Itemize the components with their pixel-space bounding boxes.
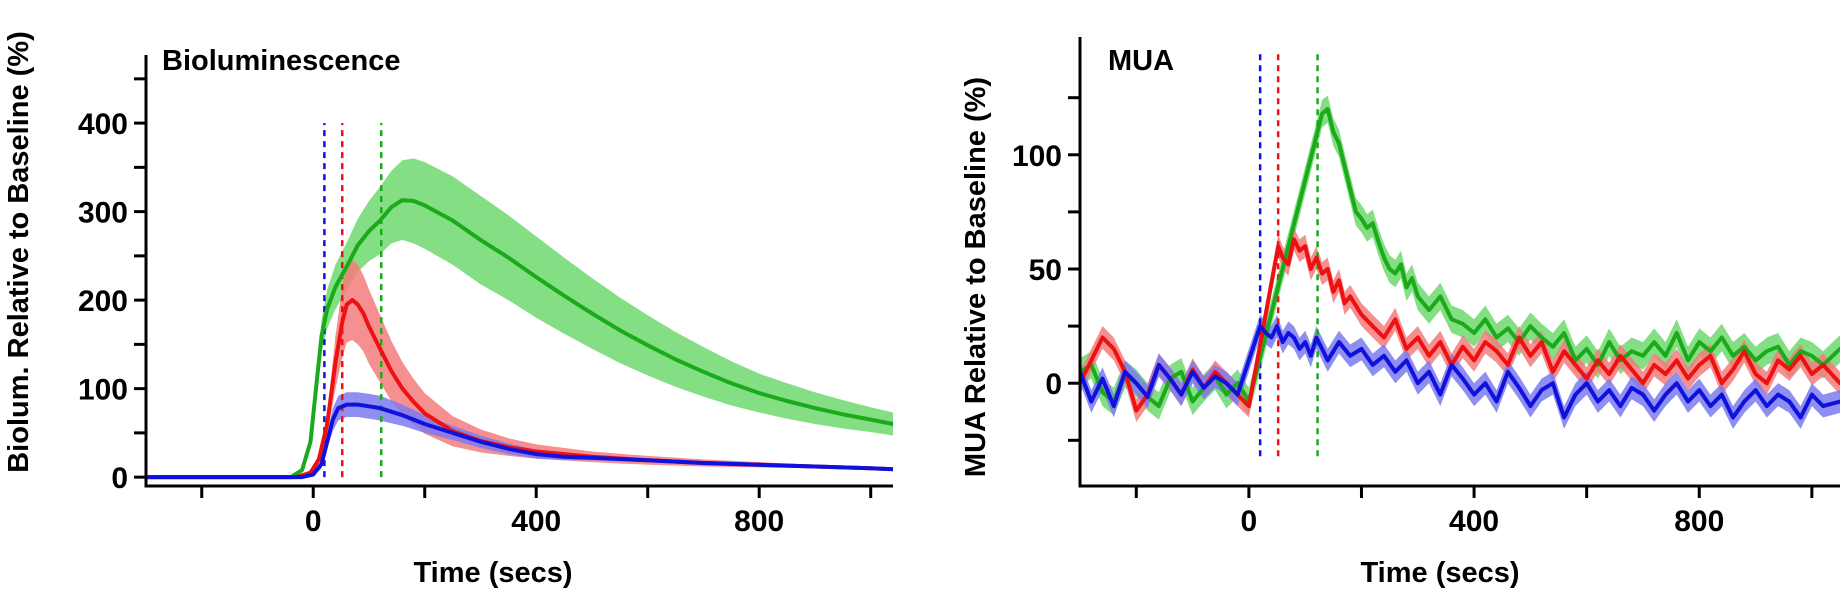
mua-y-tick-label: 100	[1012, 140, 1062, 173]
biolum-y-tick-label: 200	[78, 285, 128, 318]
bioluminescence-title: Bioluminescence	[162, 45, 401, 77]
biolum-y-tick-label: 0	[111, 462, 128, 495]
biolum-green-confidence-band	[146, 158, 893, 478]
mua-red-series-line	[1080, 237, 1840, 413]
mua-title: MUA	[1108, 45, 1174, 77]
mua-blue-series-line	[1080, 324, 1840, 420]
bioluminescence-panel: Bioluminescence Time (secs) Biolum. Rela…	[3, 31, 893, 589]
mua-blue-confidence-band	[1080, 314, 1840, 429]
mua-y-axis-title: MUA Relative to Baseline (%)	[960, 77, 992, 477]
biolum-blue-series-line	[146, 402, 893, 480]
mua-green-confidence-band	[1080, 95, 1840, 420]
biolum-blue-confidence-band	[146, 392, 893, 478]
bioluminescence-x-axis-title: Time (secs)	[413, 557, 572, 589]
biolum-y-tick-label: 100	[78, 374, 128, 407]
mua-plot-area	[1080, 52, 1840, 457]
mua-x-axis-title: Time (secs)	[1360, 557, 1519, 589]
biolum-y-tick-label: 300	[78, 197, 128, 230]
mua-panel: MUA Time (secs) MUA Relative to Baseline…	[960, 37, 1840, 589]
mua-x-tick-label: 800	[1674, 505, 1724, 538]
mua-y-tick-label: 50	[1029, 254, 1062, 287]
biolum-x-tick-label: 800	[734, 505, 784, 538]
biolum-x-tick-label: 400	[511, 505, 561, 538]
biolum-y-tick-label: 400	[78, 108, 128, 141]
bioluminescence-y-axis-title: Biolum. Relative to Baseline (%)	[3, 31, 35, 473]
biolum-green-series-line	[146, 198, 893, 480]
mua-y-tick-label: 0	[1045, 368, 1062, 401]
mua-x-tick-label: 400	[1449, 505, 1499, 538]
mua-x-tick-label: 0	[1241, 505, 1258, 538]
biolum-x-tick-label: 0	[305, 505, 322, 538]
biolum-plot-area	[146, 123, 893, 480]
